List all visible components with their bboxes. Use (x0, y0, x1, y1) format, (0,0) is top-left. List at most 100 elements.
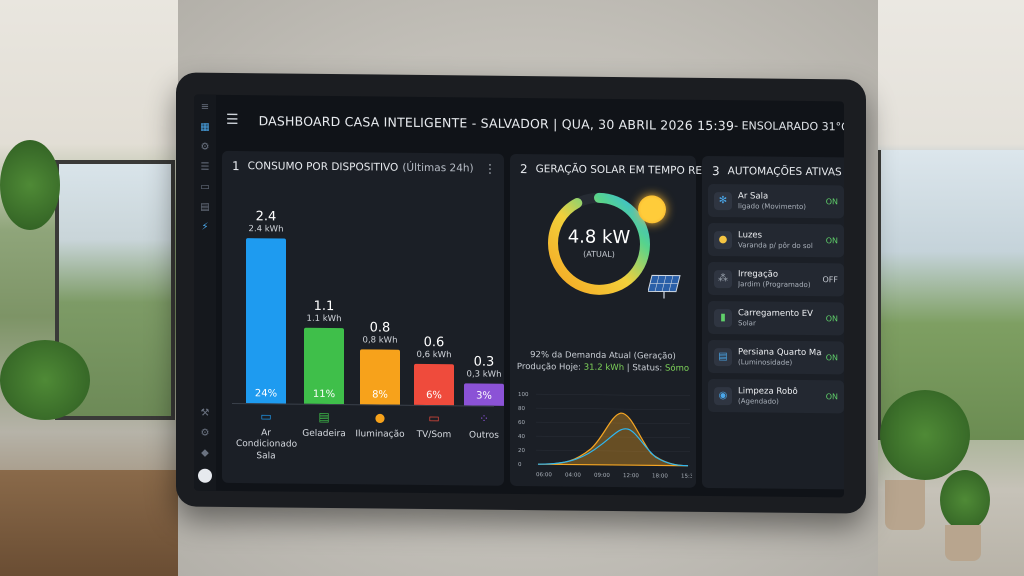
device-label: ● Iluminação (350, 410, 410, 441)
energy-icon[interactable]: ⚡ (201, 221, 209, 233)
bar[interactable]: 3% (464, 383, 504, 406)
dots-icon: ⁘ (478, 411, 490, 426)
bar-column[interactable]: 1.1 1.1 kWh 11% (304, 299, 344, 405)
device-name: Iluminação (355, 429, 405, 440)
automation-description: ligado (Movimento) (738, 202, 807, 211)
gear-icon[interactable]: ⚙ (200, 427, 210, 439)
consumption-card: 1 CONSUMO POR DISPOSITIVO (Últimas 24h) … (222, 150, 504, 486)
bar-percent: 11% (312, 388, 336, 401)
bar-column[interactable]: 0.8 0,8 kWh 8% (360, 320, 400, 405)
automation-toggle[interactable]: ON (825, 236, 838, 246)
bar[interactable]: 8% (360, 349, 400, 405)
grid-line (536, 393, 690, 397)
sprinkler-icon: ⁂ (714, 269, 732, 288)
hamburger-icon[interactable]: ☰ (226, 111, 239, 129)
automation-item[interactable]: ◉ Limpeza Robô (Agendado) ON (708, 378, 844, 414)
bar[interactable]: 11% (304, 328, 344, 405)
automation-list: ✻ Ar Sala ligado (Movimento) ON ● Luzes Varand… (708, 183, 844, 419)
bar-kwh: 1.1 kWh (306, 314, 342, 325)
x-tick-label: 06:00 (536, 472, 552, 478)
snowflake-icon: ✻ (714, 191, 732, 210)
settings-icon[interactable]: ⚙ (200, 141, 210, 153)
dashboard-icon[interactable]: ▦ (200, 121, 210, 133)
bar-kwh: 0,8 kWh (362, 335, 398, 346)
automation-name: Limpeza Robô (738, 386, 798, 397)
wood-floor (0, 470, 180, 576)
automation-toggle[interactable]: ON (825, 197, 838, 207)
y-tick-label: 100 (518, 392, 529, 398)
bar-percent: 3% (476, 390, 492, 402)
automation-name: Persiana Quarto Master (738, 347, 822, 359)
bar[interactable]: 24% (246, 238, 286, 404)
plant-pot-small (945, 525, 981, 561)
wall-tablet: ≡ ▦ ⚙ ☰ ▭ ▤ ⚡ ⚒ ⚙ ◆ ☰ DASHBOARD CASA INT… (176, 72, 866, 514)
fridge-icon: ▤ (318, 409, 330, 424)
bar-column[interactable]: 0.6 0,6 kWh 6% (414, 335, 454, 406)
device-label: ▭ Ar Condicionado Sala (236, 409, 298, 462)
automation-item[interactable]: ✻ Ar Sala ligado (Movimento) ON (708, 183, 844, 219)
production-line: Produção Hoje: 31.2 kWh | Status: Sómo (510, 362, 696, 374)
automation-name: Irregação (738, 269, 779, 280)
grid-line (536, 435, 690, 439)
bar-value: 0.3 (473, 354, 495, 370)
avatar[interactable] (198, 468, 212, 483)
page-title: DASHBOARD CASA INTELIGENTE - SALVADOR | … (258, 112, 735, 133)
status-label: | Status: (626, 363, 663, 374)
chart-icon[interactable]: ▤ (200, 201, 210, 213)
bar-kwh: 0,6 kWh (416, 349, 452, 361)
automation-item[interactable]: ▮ Carregamento EV Solar ON (708, 300, 844, 336)
automation-toggle[interactable]: OFF (822, 275, 839, 285)
demand-text: 92% da Demanda Atual (Geração) (530, 350, 676, 362)
automation-description: Jardim (Programado) (738, 280, 811, 290)
plant-pot (885, 480, 925, 530)
automation-item[interactable]: ▤ Persiana Quarto Master (Luminosidade) ON (708, 339, 844, 375)
production-curve (537, 412, 689, 467)
solar-gauge: 4.8 kW (ATUAL) (544, 188, 654, 299)
consumption-bar-chart: 2.4 2.4 kWh 24% 1.1 1.1 kWh 11% 0.8 0,8 kWh 8% 0.… (232, 181, 504, 406)
status-value: Sómo (665, 363, 690, 374)
bar-kwh: 2.4 kWh (248, 224, 284, 235)
menu-icon[interactable]: ≡ (200, 101, 210, 113)
blinds-icon: ▤ (714, 347, 732, 366)
bulb-icon: ● (374, 410, 386, 425)
small-plant-right (940, 470, 990, 530)
solar-power-value: 4.8 kW (567, 226, 631, 249)
bar[interactable]: 6% (414, 363, 454, 406)
automation-description: (Agendado) (738, 397, 779, 406)
hanging-plant (0, 140, 60, 230)
bell-icon[interactable]: ◆ (201, 447, 209, 459)
list-icon[interactable]: ☰ (200, 161, 210, 173)
solar-power-label: (ATUAL) (583, 249, 615, 259)
bar-percent: 6% (426, 390, 442, 402)
floor-plant-left (0, 340, 90, 420)
x-tick-label: 09:00 (594, 473, 610, 479)
bar-kwh: 0,3 kWh (466, 369, 502, 380)
automation-description: (Luminosidade) (738, 358, 793, 367)
automation-toggle[interactable]: ON (825, 353, 838, 363)
device-name: Ar Condicionado Sala (236, 428, 298, 461)
automations-card: 3 AUTOMAÇÕES ATIVAS (5) ⋮ ✻Ar Salaligado… (702, 155, 844, 490)
automation-toggle[interactable]: ON (825, 392, 838, 402)
automation-item[interactable]: ⁂ Irregação Jardim (Programado) OFF (708, 261, 844, 297)
robot-icon: ◉ (714, 386, 732, 405)
y-tick-label: 20 (518, 448, 525, 454)
device-labels: ▭ Ar Condicionado Sala ▤ Geladeira ● Iluminaç… (232, 409, 499, 482)
solar-panel-icon (648, 274, 681, 299)
grid-line (536, 407, 690, 411)
tools-icon[interactable]: ⚒ (200, 407, 210, 419)
bulb-icon: ● (714, 230, 732, 249)
automation-toggle[interactable]: ON (825, 314, 838, 324)
more-options-icon[interactable]: ⋮ (484, 161, 496, 176)
sun-icon (638, 195, 666, 224)
bar-value: 0.8 (369, 320, 391, 336)
automation-name: Luzes (738, 230, 763, 241)
bar-column[interactable]: 2.4 2.4 kWh 24% (246, 209, 286, 404)
bar-column[interactable]: 0.3 0,3 kWh 3% (464, 354, 504, 406)
automation-item[interactable]: ● Luzes Varanda p/ pôr do sol ON (708, 222, 844, 258)
side-navigation: ≡ ▦ ⚙ ☰ ▭ ▤ ⚡ ⚒ ⚙ ◆ (194, 94, 216, 491)
bar-value: 1.1 (313, 299, 335, 315)
battery-icon: ▮ (714, 308, 732, 327)
devices-icon[interactable]: ▭ (200, 181, 210, 193)
y-tick-label: 0 (518, 462, 522, 468)
x-tick-label: 15:30 (681, 474, 692, 480)
